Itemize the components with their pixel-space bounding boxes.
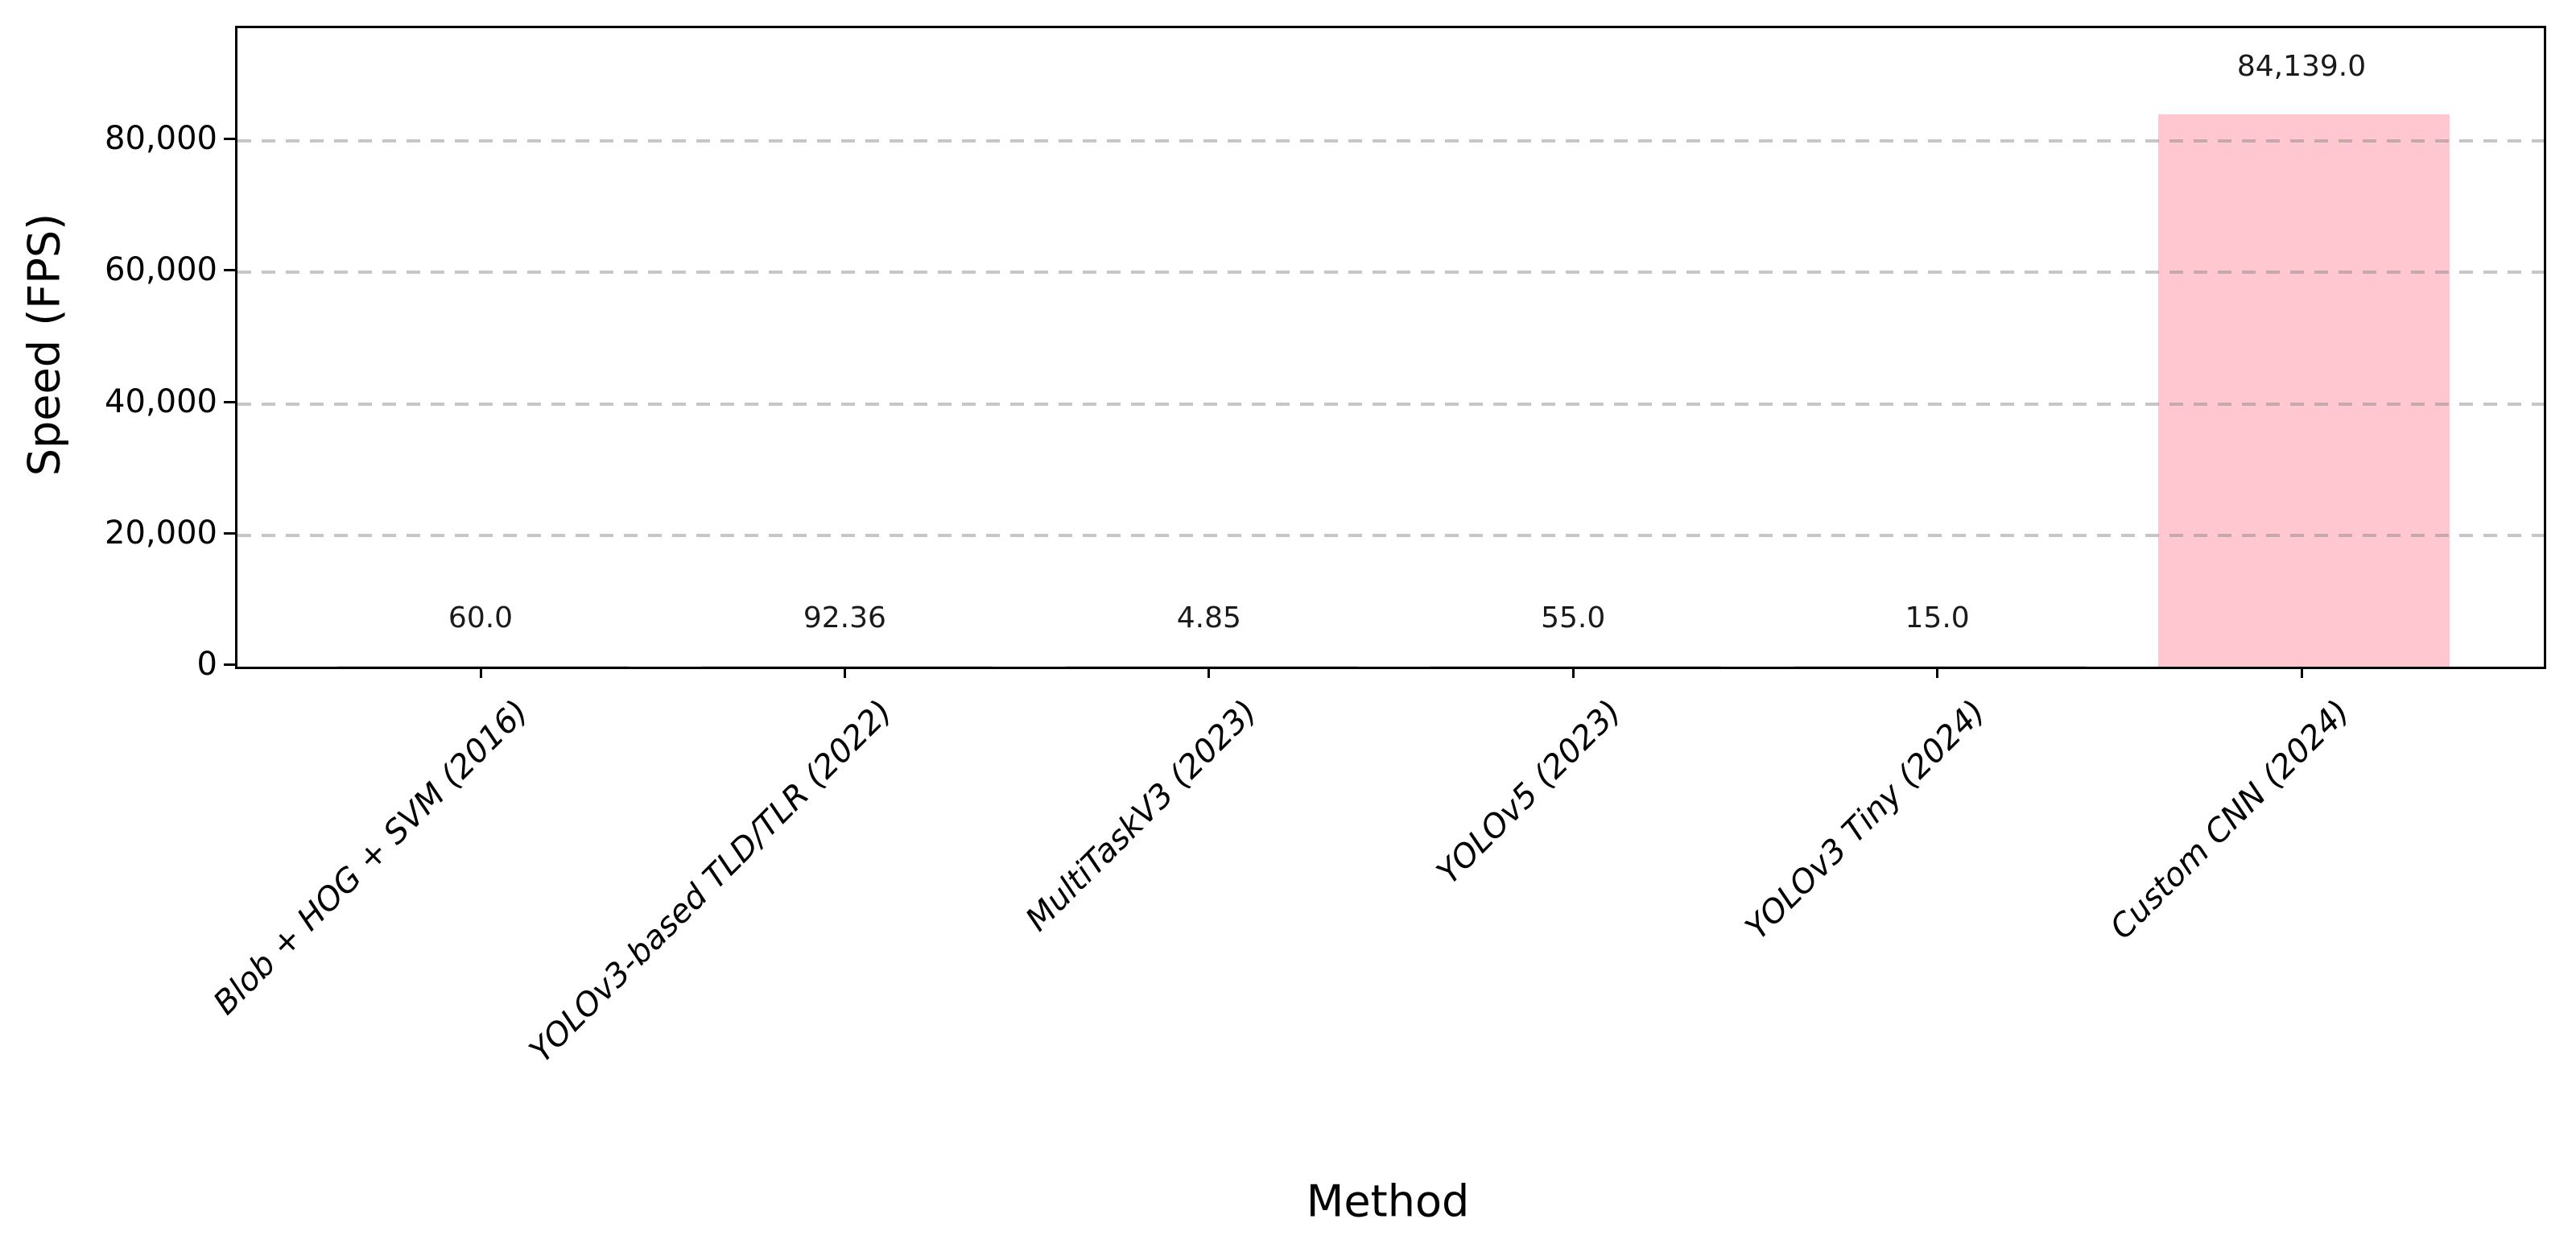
- y-tick-label: 20,000: [105, 514, 217, 552]
- x-tick-mark: [1208, 667, 1211, 678]
- bar: [1430, 666, 1722, 667]
- x-axis-label: Method: [1306, 1176, 1470, 1227]
- x-tick-mark: [843, 667, 846, 678]
- bar-value-label: 84,139.0: [2236, 50, 2367, 83]
- bar-value-label: 4.85: [1176, 601, 1241, 634]
- y-tick-mark: [224, 663, 235, 666]
- y-tick-mark: [224, 400, 235, 403]
- bar-value-label: 55.0: [1541, 601, 1606, 634]
- x-tick-mark: [479, 667, 482, 678]
- x-tick-label: MultiTaskV3 (2023): [1018, 692, 1265, 939]
- x-tick-label: Custom CNN (2024): [2103, 692, 2357, 947]
- bar-value-label: 92.36: [803, 601, 886, 634]
- bar: [1794, 666, 2086, 667]
- plot-area: [235, 26, 2546, 669]
- x-tick-label: YOLOv5 (2023): [1429, 692, 1629, 892]
- y-tick-label: 40,000: [105, 382, 217, 420]
- y-tick-mark: [224, 531, 235, 535]
- bar-value-label: 15.0: [1905, 601, 1970, 634]
- y-tick-label: 60,000: [105, 251, 217, 289]
- x-tick-label: Blob + HOG + SVM (2016): [206, 692, 536, 1023]
- bar-value-label: 60.0: [448, 601, 514, 634]
- y-tick-mark: [224, 138, 235, 141]
- bar: [1065, 666, 1357, 667]
- x-tick-mark: [2300, 667, 2303, 678]
- x-tick-mark: [1571, 667, 1575, 678]
- bar: [2158, 114, 2450, 667]
- bar: [337, 666, 629, 667]
- x-tick-label: YOLOv3 Tiny (2024): [1738, 692, 1992, 947]
- y-tick-mark: [224, 269, 235, 272]
- x-tick-label: YOLOv3-based TLD/TLR (2022): [522, 692, 900, 1070]
- y-axis-label: Speed (FPS): [19, 213, 70, 477]
- x-tick-mark: [1936, 667, 1939, 678]
- y-tick-label: 80,000: [105, 120, 217, 158]
- bar: [701, 666, 993, 667]
- y-tick-label: 0: [196, 646, 217, 683]
